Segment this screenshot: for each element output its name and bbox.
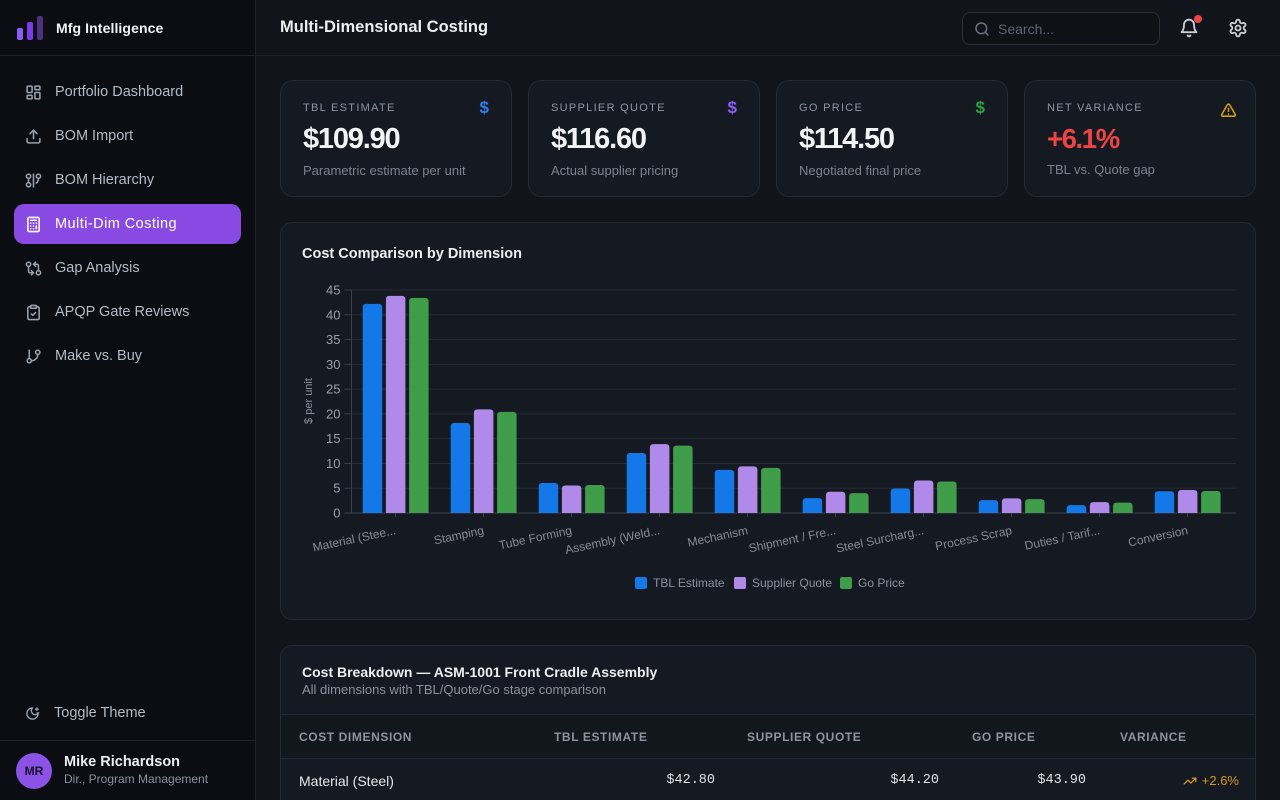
- svg-text:Supplier Quote: Supplier Quote: [752, 576, 832, 590]
- svg-text:Tube Forming: Tube Forming: [498, 523, 574, 552]
- svg-text:5: 5: [333, 481, 340, 496]
- svg-text:45: 45: [326, 282, 340, 297]
- svg-text:Steel Surcharg...: Steel Surcharg...: [835, 523, 925, 555]
- svg-text:TBL Estimate: TBL Estimate: [653, 576, 725, 590]
- svg-text:20: 20: [326, 406, 340, 421]
- svg-text:$ per unit: $ per unit: [303, 378, 315, 424]
- svg-text:35: 35: [326, 332, 340, 347]
- svg-text:30: 30: [326, 357, 340, 372]
- svg-text:Go Price: Go Price: [858, 576, 905, 590]
- svg-text:Assembly (Weld...: Assembly (Weld...: [564, 523, 661, 557]
- svg-text:10: 10: [326, 456, 340, 471]
- svg-text:Mechanism: Mechanism: [686, 523, 749, 549]
- svg-text:Material (Stee...: Material (Stee...: [311, 523, 397, 554]
- svg-text:25: 25: [326, 382, 340, 397]
- svg-text:Shipment / Fre...: Shipment / Fre...: [747, 523, 837, 555]
- svg-text:Process Scrap: Process Scrap: [934, 523, 1014, 553]
- svg-text:40: 40: [326, 307, 340, 322]
- svg-text:Duties / Tarif...: Duties / Tarif...: [1023, 523, 1101, 553]
- svg-text:Conversion: Conversion: [1127, 523, 1189, 549]
- svg-text:Stamping: Stamping: [433, 523, 486, 547]
- svg-text:0: 0: [333, 506, 340, 521]
- svg-text:15: 15: [326, 431, 340, 446]
